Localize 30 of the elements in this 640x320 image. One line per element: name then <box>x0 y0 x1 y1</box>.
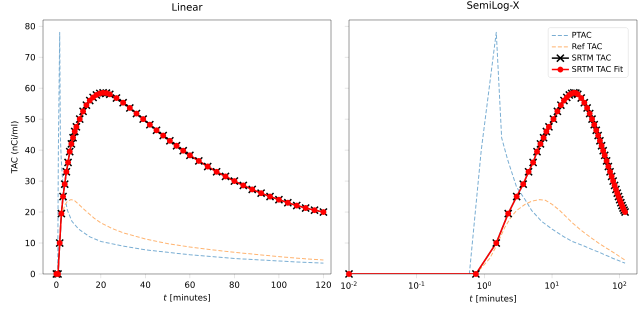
x-tick-label: 40 <box>140 281 150 288</box>
x-tick-label: 10$^{-1}$ <box>408 281 424 289</box>
x-tick-label: 20 <box>96 281 106 288</box>
x-tick-label: 10$^{-2}$ <box>341 281 357 289</box>
legend-label: SRTM TAC Fit <box>572 66 623 72</box>
y-tick-label: 70 <box>25 54 35 60</box>
legend-label: PTAC <box>572 32 592 38</box>
x-tick-label: 0 <box>54 281 59 288</box>
chart-title: SemiLog-X <box>467 1 520 11</box>
y-tick-label: 10 <box>26 240 35 246</box>
y-tick-label: 30 <box>25 178 35 184</box>
x-tick-label: 60 <box>185 281 195 288</box>
x-tick-label: 100 <box>272 281 286 288</box>
legend-label: Ref TAC <box>572 43 602 50</box>
legend-label: SRTM TAC <box>572 54 611 61</box>
y-tick-label: 60 <box>25 84 35 92</box>
x-axis-title: t [minutes] <box>164 294 210 302</box>
chart-title: Linear <box>172 3 203 11</box>
x-tick-label: 10$^{1}$ <box>545 281 559 289</box>
x-axis-title: t [minutes] <box>470 295 516 303</box>
x-tick-label: 10$^{0}$ <box>478 281 492 289</box>
y-tick-label: 40 <box>25 146 35 154</box>
x-tick-label: 120 <box>316 281 331 288</box>
y-tick-label: 20 <box>25 208 35 216</box>
x-tick-label: 80 <box>230 281 240 288</box>
x-tick-label: 10$^{2}$ <box>613 281 626 289</box>
y-tick-label: 80 <box>25 22 35 30</box>
y-axis-title: TAC (nCi/ml) <box>10 121 19 174</box>
y-tick-label: 0 <box>30 270 35 278</box>
y-tick-label: 50 <box>25 116 35 122</box>
